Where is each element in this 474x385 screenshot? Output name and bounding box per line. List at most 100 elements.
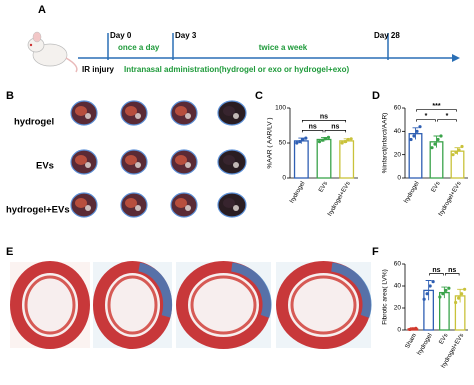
heart-region — [175, 106, 187, 116]
data-point — [323, 137, 328, 141]
phase-label: twice a week — [259, 43, 308, 52]
heart-region — [75, 155, 87, 165]
y-tick-label: 20 — [394, 151, 402, 158]
significance-bracket — [301, 130, 324, 133]
panel-label: B — [6, 90, 14, 102]
data-point — [411, 327, 415, 331]
significance-bracket — [301, 120, 347, 123]
day-label: Day 0 — [110, 31, 132, 40]
error-bar — [412, 127, 419, 140]
x-tick-label: hydrogel — [289, 180, 307, 204]
panel-label: C — [255, 90, 263, 102]
y-tick-label: 50 — [279, 140, 287, 147]
y-tick-label: 0 — [282, 175, 286, 182]
x-tick-label: hydrogel — [403, 180, 421, 204]
heart-region — [135, 113, 141, 119]
row-label: EVs — [36, 161, 54, 172]
heart-region — [223, 106, 235, 116]
data-point — [463, 287, 467, 291]
heart-region — [185, 113, 191, 119]
heart-region — [233, 162, 239, 168]
data-point — [460, 144, 464, 149]
fibrosis — [138, 262, 173, 318]
data-point — [409, 137, 413, 142]
data-point — [431, 280, 435, 284]
data-point — [460, 292, 464, 296]
data-point — [457, 148, 461, 152]
significance-label: ns — [432, 267, 440, 274]
fibrosis — [330, 262, 372, 318]
data-point — [412, 134, 416, 138]
heart-region — [233, 205, 239, 211]
x-tick-label: hydrogel+EVs — [326, 180, 351, 217]
data-point — [441, 292, 445, 296]
data-point — [439, 134, 443, 138]
day-label: Day 28 — [374, 31, 400, 40]
y-tick-label: 100 — [275, 105, 286, 112]
error-bar — [457, 288, 464, 303]
data-point — [447, 286, 451, 290]
data-point — [422, 297, 426, 301]
bar — [339, 140, 355, 179]
day-label: Day 3 — [175, 31, 197, 40]
data-point — [418, 125, 422, 129]
heart-region — [135, 162, 141, 168]
significance-label: ns — [448, 267, 456, 274]
timeline — [78, 33, 460, 62]
panel-label: E — [6, 246, 13, 258]
y-tick-label: 60 — [394, 261, 402, 268]
error-bar — [433, 135, 440, 148]
heart-region — [233, 113, 239, 119]
y-tick-label: 40 — [394, 128, 402, 135]
data-point — [438, 295, 442, 299]
data-point — [301, 137, 305, 142]
significance-label: ns — [309, 124, 317, 131]
myocardium — [107, 275, 158, 335]
heart-region — [125, 155, 137, 165]
error-bar — [454, 147, 461, 155]
heart-region — [223, 198, 235, 208]
heart-region — [125, 106, 137, 116]
significance-label: * — [446, 113, 449, 120]
y-axis-label: Fibrotic area( LV%) — [382, 269, 389, 325]
data-point — [349, 137, 353, 141]
significance-label: ns — [331, 124, 339, 131]
row-label: hydrogel+EVs — [6, 205, 70, 216]
data-point — [326, 135, 331, 139]
treatment-label: Intranasal administration(hydrogel or ex… — [124, 65, 349, 74]
x-tick-label: EVs — [438, 332, 450, 345]
x-tick-label: EVs — [430, 180, 442, 193]
significance-bracket — [416, 119, 436, 122]
data-point — [340, 141, 344, 145]
y-tick-label: 0 — [397, 175, 401, 182]
significance-bracket — [445, 273, 460, 276]
x-tick-label: Sham — [404, 332, 418, 350]
data-point — [454, 150, 458, 154]
data-point — [317, 140, 322, 144]
myocardium — [290, 275, 357, 335]
bar — [438, 291, 450, 331]
heart-region — [135, 205, 141, 211]
data-point — [454, 300, 458, 305]
bar — [316, 138, 332, 179]
row-label: hydrogel — [14, 117, 54, 128]
significance-bracket — [429, 273, 444, 276]
data-point — [430, 146, 434, 150]
data-point — [346, 137, 350, 142]
panel-label: D — [372, 90, 380, 102]
data-point — [414, 326, 418, 330]
injury-label: IR injury — [82, 65, 115, 74]
data-point — [415, 129, 419, 133]
panel-label: A — [38, 4, 46, 16]
y-axis-label: %infarct(infarct/AAR) — [382, 113, 389, 174]
data-point — [457, 296, 461, 300]
data-point — [436, 137, 440, 142]
heart-region — [175, 155, 187, 165]
significance-bracket — [416, 109, 457, 112]
heart-region — [175, 198, 187, 208]
data-point — [444, 288, 448, 292]
bar — [293, 140, 309, 179]
significance-label: * — [425, 113, 428, 120]
mouse — [27, 31, 78, 73]
